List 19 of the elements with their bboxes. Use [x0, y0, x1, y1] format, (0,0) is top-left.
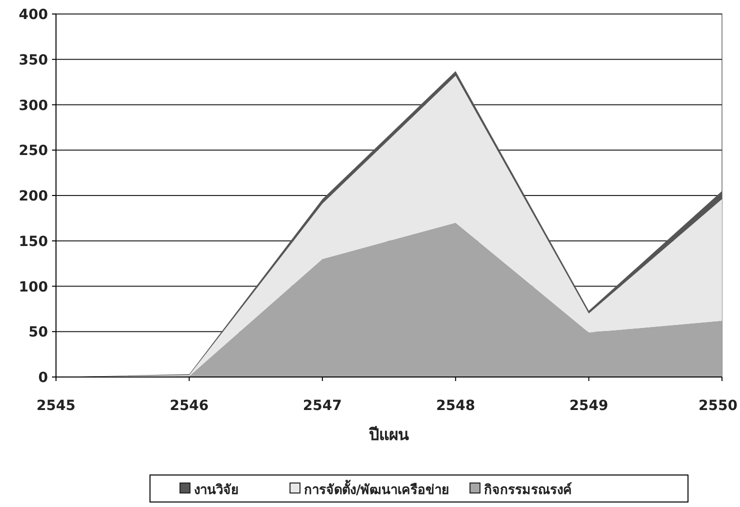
x-axis-title: ปีแผน: [368, 425, 409, 444]
y-tick-label: 0: [38, 370, 48, 386]
x-tick-label: 2547: [302, 398, 342, 414]
y-tick-label: 200: [18, 188, 48, 204]
x-tick-label: 2545: [36, 398, 76, 414]
x-tick-label: 2548: [436, 398, 476, 414]
x-tick-label: 2549: [569, 398, 608, 414]
x-tick-label: 2550: [698, 398, 738, 414]
legend-label: งานวิจัย: [194, 483, 239, 498]
y-tick-label: 300: [18, 98, 48, 114]
y-tick-label: 350: [18, 52, 48, 68]
legend-label: การจัดตั้ง/พัฒนาเครือข่าย: [304, 479, 450, 498]
legend-label: กิจกรรมรณรงค์: [484, 482, 572, 498]
x-tick-label: 2546: [170, 398, 209, 414]
y-tick-label: 150: [18, 234, 48, 250]
y-tick-label: 50: [28, 324, 48, 341]
y-tick-label: 250: [18, 143, 48, 160]
y-tick-label: 100: [18, 279, 48, 296]
y-tick-label: 400: [18, 7, 48, 23]
